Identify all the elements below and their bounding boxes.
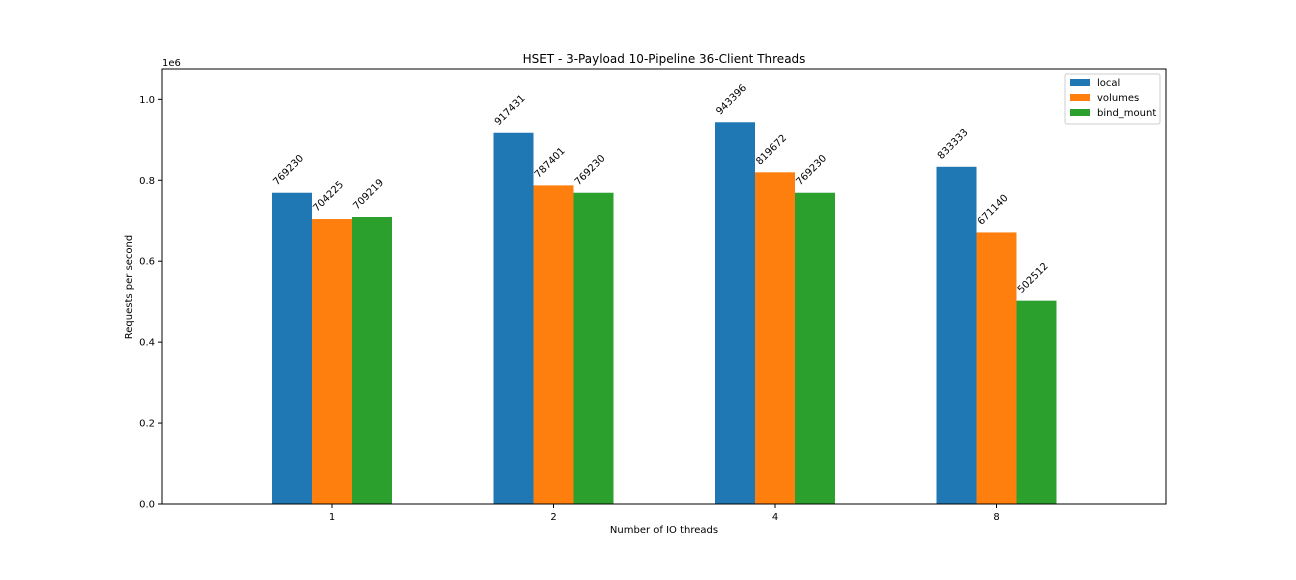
y-tick-label: 0.6 xyxy=(139,257,155,268)
data-label-volumes-4: 819672 xyxy=(754,133,789,168)
data-label-volumes-8: 671140 xyxy=(976,193,1011,228)
y-axis: 0.0 0.2 0.4 0.6 0.8 1.0 xyxy=(139,95,162,511)
x-axis: 1 2 4 8 xyxy=(329,504,1000,523)
bar-local-1 xyxy=(272,192,312,505)
y-tick-label: 1.0 xyxy=(139,95,155,106)
legend-label-bind_mount: bind_mount xyxy=(1097,108,1156,119)
bar-local-2 xyxy=(493,132,534,504)
data-label-bind_mount-1: 709219 xyxy=(351,177,386,212)
y-tick-label: 0.2 xyxy=(139,419,155,430)
bar-volumes-2 xyxy=(533,185,574,505)
y-scale-offset-label: 1e6 xyxy=(162,58,181,69)
data-label-bind_mount-2: 769230 xyxy=(573,153,608,188)
bar-volumes-4 xyxy=(755,172,795,504)
bar-local-4 xyxy=(715,122,755,504)
bar-bind_mount-8 xyxy=(1016,300,1057,504)
bar-bind_mount-1 xyxy=(352,217,392,504)
x-tick-label: 8 xyxy=(993,512,999,523)
data-label-volumes-2: 787401 xyxy=(533,146,568,181)
data-label-bind_mount-4: 769230 xyxy=(794,153,829,188)
legend-label-volumes: volumes xyxy=(1097,93,1139,104)
x-tick-label: 2 xyxy=(550,512,556,523)
bars-layer xyxy=(272,122,1057,505)
data-label-local-1: 769230 xyxy=(271,153,306,188)
legend-label-local: local xyxy=(1097,78,1120,89)
bar-bind_mount-4 xyxy=(795,192,835,505)
legend-swatch-bind_mount xyxy=(1070,109,1090,116)
bar-local-8 xyxy=(936,166,977,504)
y-tick-label: 0.8 xyxy=(139,176,155,187)
legend-swatch-local xyxy=(1070,79,1090,86)
data-label-volumes-1: 704225 xyxy=(311,179,346,214)
x-tick-label: 1 xyxy=(329,512,335,523)
data-label-bind_mount-8: 502512 xyxy=(1016,261,1051,296)
data-label-local-4: 943396 xyxy=(714,83,749,118)
y-tick-label: 0.4 xyxy=(139,338,155,349)
bar-volumes-8 xyxy=(976,232,1017,504)
x-tick-label: 4 xyxy=(772,512,778,523)
legend-swatch-volumes xyxy=(1070,94,1090,101)
chart-title: HSET - 3-Payload 10-Pipeline 36-Client T… xyxy=(523,52,806,66)
y-tick-label: 0.0 xyxy=(139,500,155,511)
bar-volumes-1 xyxy=(312,219,352,504)
legend: local volumes bind_mount xyxy=(1064,73,1161,125)
plot-area-frame xyxy=(161,68,1167,505)
bar-bind_mount-2 xyxy=(573,192,614,505)
x-axis-label: Number of IO threads xyxy=(610,525,718,536)
y-axis-label: Requests per second xyxy=(124,235,135,339)
data-label-local-2: 917431 xyxy=(493,93,528,128)
data-label-local-8: 833333 xyxy=(936,127,971,162)
